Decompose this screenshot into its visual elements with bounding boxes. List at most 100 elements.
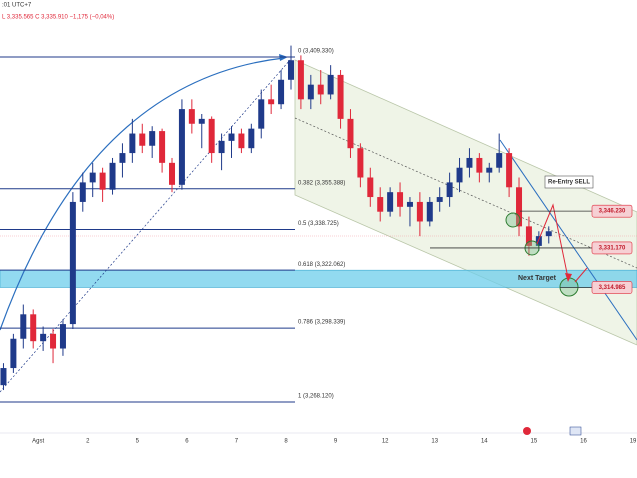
candle-body xyxy=(426,201,433,222)
event-icon xyxy=(523,427,531,435)
x-tick-label: 19 xyxy=(630,439,637,445)
candle-body xyxy=(50,333,57,349)
candle-body xyxy=(367,177,374,198)
candle-body xyxy=(149,131,156,146)
path-arrow xyxy=(574,267,588,283)
candle-body xyxy=(119,153,126,163)
candle-body xyxy=(169,162,176,185)
candle-body xyxy=(0,368,7,386)
candle-body xyxy=(297,60,304,100)
x-tick-label: 15 xyxy=(531,439,538,445)
arrow-head xyxy=(565,273,572,282)
candle-body xyxy=(287,60,294,80)
candle-body xyxy=(446,182,453,198)
x-tick-label: 7 xyxy=(235,439,239,445)
candle-body xyxy=(357,148,364,178)
price-tag-label: 3,346.230 xyxy=(599,209,626,215)
candle-body xyxy=(506,153,513,188)
candle-body xyxy=(496,153,503,168)
candle-body xyxy=(228,133,235,141)
annotation: Re-Entry SELL xyxy=(548,180,590,186)
circle-marker xyxy=(505,212,521,228)
candle-body xyxy=(337,74,344,119)
candle-body xyxy=(258,99,265,129)
candle-body xyxy=(208,118,215,154)
candle-body xyxy=(30,314,37,342)
price-tag-label: 3,314.985 xyxy=(599,285,626,291)
fib-label: 1 (3,268.120) xyxy=(298,394,334,400)
candle-body xyxy=(416,201,423,222)
candle-body xyxy=(129,133,136,154)
target-zone xyxy=(0,269,637,288)
candle-body xyxy=(317,84,324,95)
price-tag-label: 3,331.170 xyxy=(599,246,626,252)
annotation-box xyxy=(544,175,594,189)
candle-body xyxy=(377,197,384,212)
candle-body xyxy=(40,333,47,342)
x-tick-label: 9 xyxy=(334,439,338,445)
candle-body xyxy=(139,133,146,146)
candle-body xyxy=(466,157,473,168)
candle-body xyxy=(188,109,195,124)
x-tick-label: 6 xyxy=(185,439,189,445)
candle-body xyxy=(238,133,245,149)
candle-body xyxy=(198,118,205,124)
fib-label: 0.5 (3,338.725) xyxy=(298,221,339,227)
candle-body xyxy=(327,74,334,95)
ohlc-text: L 3,335.565 C 3,335.910 −1,175 (−0,04%) xyxy=(2,15,114,21)
candle-body xyxy=(248,128,255,149)
annotation: Next Target xyxy=(518,275,557,282)
x-tick-label: 16 xyxy=(580,439,587,445)
candle-body xyxy=(69,201,76,325)
fib-label: 0 (3,409.330) xyxy=(298,49,334,55)
x-tick-label: 13 xyxy=(431,439,438,445)
header: :01 UTC+7 xyxy=(2,3,32,9)
price-tag xyxy=(591,241,633,255)
plot-background xyxy=(0,0,637,450)
trend-line xyxy=(499,139,637,341)
candle-body xyxy=(406,201,413,207)
candle-body xyxy=(476,157,483,173)
candle-body xyxy=(20,314,27,339)
candle-body xyxy=(99,172,106,190)
candle-body xyxy=(486,167,493,173)
flag-icon xyxy=(569,426,582,436)
fib-label: 0.786 (3,298.339) xyxy=(298,320,345,326)
candle-body xyxy=(525,226,532,246)
x-tick-label: 5 xyxy=(136,439,140,445)
candle-body xyxy=(10,338,17,369)
candle-body xyxy=(59,324,66,349)
fib-label: 0.382 (3,355.388) xyxy=(298,180,345,186)
circle-marker xyxy=(559,277,579,297)
candle-body xyxy=(89,172,96,183)
candle-body xyxy=(79,182,86,202)
arrow-head xyxy=(279,54,288,61)
candle-body xyxy=(397,192,404,207)
x-tick-label: 14 xyxy=(481,439,488,445)
candle-body xyxy=(545,231,552,237)
fib-trend-line xyxy=(0,59,291,393)
candle-body xyxy=(436,197,443,202)
candle-body xyxy=(178,109,185,185)
x-tick-label: 2 xyxy=(86,439,90,445)
candle-body xyxy=(159,131,166,163)
arc-arrow xyxy=(0,57,285,331)
candle-body xyxy=(268,99,275,105)
candle-body xyxy=(456,167,463,183)
x-tick-label: 12 xyxy=(382,439,389,445)
candle-body xyxy=(535,236,542,246)
candle-body xyxy=(307,84,314,100)
candle-body xyxy=(387,192,394,212)
path-arrow xyxy=(536,203,569,279)
candle-body xyxy=(516,187,523,227)
fib-label: 0.618 (3,322.062) xyxy=(298,262,345,268)
x-tick-label: 8 xyxy=(284,439,288,445)
candle-body xyxy=(218,140,225,154)
x-tick-label: Agst xyxy=(32,439,44,445)
candle-body xyxy=(109,162,116,190)
price-tag xyxy=(591,281,633,294)
price-tag xyxy=(591,204,633,218)
candle-body xyxy=(347,118,354,149)
candle-body xyxy=(278,79,285,105)
